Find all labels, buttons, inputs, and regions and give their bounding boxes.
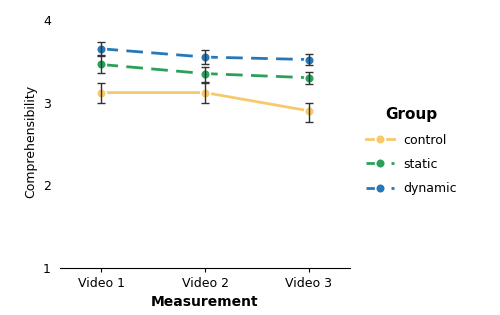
X-axis label: Measurement: Measurement bbox=[151, 295, 259, 309]
Y-axis label: Comprehensibility: Comprehensibility bbox=[24, 85, 38, 198]
Legend: control, static, dynamic: control, static, dynamic bbox=[361, 102, 462, 200]
